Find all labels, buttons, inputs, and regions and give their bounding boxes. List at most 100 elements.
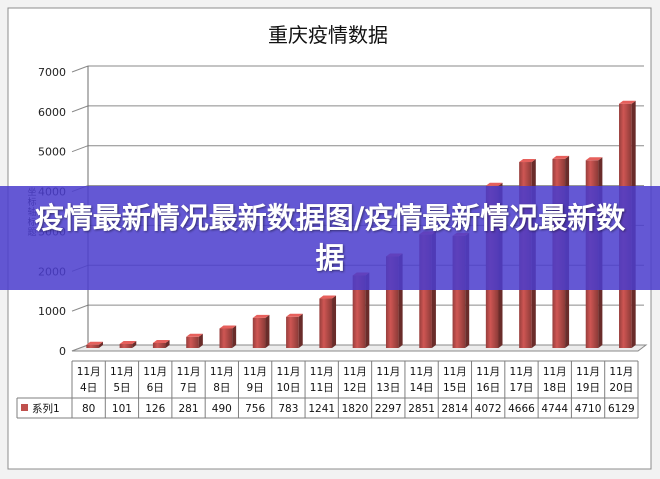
- y-tick-label: 7000: [38, 66, 66, 79]
- data-value-label: 126: [145, 403, 165, 415]
- x-tick-label: 16日: [476, 382, 500, 394]
- data-value-label: 2814: [442, 403, 469, 415]
- bar-top: [552, 155, 570, 159]
- gridline-diag: [71, 304, 89, 312]
- bar: [286, 313, 303, 348]
- x-tick-label: 11月: [410, 366, 434, 378]
- data-value-label: 4710: [575, 403, 602, 415]
- x-tick-label: 5日: [113, 382, 130, 394]
- x-tick-label: 8日: [213, 382, 230, 394]
- x-tick-label: 11月: [510, 366, 534, 378]
- data-value-label: 6129: [608, 403, 635, 415]
- bar: [186, 333, 203, 348]
- bar-side: [365, 272, 370, 348]
- data-value-label: 80: [82, 403, 95, 415]
- data-value-label: 1241: [308, 403, 335, 415]
- bar-top: [86, 341, 103, 345]
- data-value-label: 783: [278, 403, 298, 415]
- x-tick-label: 11月: [77, 366, 101, 378]
- gridline-diag: [71, 105, 89, 113]
- x-tick-label: 7日: [180, 382, 197, 394]
- y-tick-label: 5000: [38, 146, 66, 159]
- x-tick-label: 11月: [609, 366, 633, 378]
- x-tick-label: 11月: [143, 366, 167, 378]
- x-tick-label: 11月: [443, 366, 467, 378]
- bar-front: [152, 342, 166, 348]
- x-tick-label: 17日: [510, 382, 534, 394]
- legend-series-name: 系列1: [32, 402, 60, 415]
- data-value-label: 490: [212, 403, 232, 415]
- x-tick-label: 13日: [376, 382, 400, 394]
- x-tick-label: 11月: [243, 366, 267, 378]
- bar-top: [319, 295, 337, 299]
- bar-front: [186, 336, 199, 348]
- y-tick-label: 0: [59, 345, 66, 358]
- bar: [86, 341, 103, 348]
- bar-top: [186, 333, 203, 337]
- data-value-label: 4744: [541, 403, 568, 415]
- bar: [219, 325, 237, 348]
- x-tick-label: 10日: [276, 382, 300, 394]
- x-tick-label: 15日: [443, 382, 467, 394]
- bar-side: [165, 339, 170, 348]
- gridline-diag: [71, 145, 89, 153]
- y-tick-label: 1000: [38, 305, 66, 318]
- bar-front: [252, 317, 266, 348]
- bar-front: [86, 344, 99, 348]
- x-tick-label: 11月: [310, 366, 334, 378]
- data-value-label: 4072: [475, 403, 502, 415]
- x-tick-label: 11月: [543, 366, 567, 378]
- x-tick-label: 11月: [576, 366, 600, 378]
- gridline-diag: [71, 65, 89, 73]
- x-tick-label: 11月: [376, 366, 400, 378]
- chart-title: 重庆疫情数据: [268, 23, 388, 47]
- bar-side: [298, 313, 303, 348]
- data-value-label: 101: [112, 403, 132, 415]
- data-value-label: 2297: [375, 403, 402, 415]
- data-value-label: 1820: [342, 403, 369, 415]
- x-tick-label: 9日: [247, 382, 264, 394]
- bar-front: [219, 328, 233, 348]
- x-tick-label: 11日: [310, 382, 334, 394]
- bar-top: [519, 159, 536, 163]
- x-tick-label: 14日: [410, 382, 434, 394]
- data-value-label: 281: [179, 403, 199, 415]
- bar-front: [352, 275, 366, 348]
- bar-top: [585, 157, 603, 161]
- bar-front: [319, 298, 333, 348]
- x-tick-label: 11月: [210, 366, 234, 378]
- bar-side: [265, 314, 270, 348]
- bar-side: [132, 340, 137, 348]
- x-tick-label: 19日: [576, 382, 600, 394]
- bar-top: [252, 314, 270, 318]
- data-value-label: 4666: [508, 403, 535, 415]
- bar-side: [198, 333, 203, 348]
- bar-top: [485, 182, 503, 186]
- x-tick-label: 11月: [343, 366, 367, 378]
- data-table: 11月 4日 11月 5日 11月 6日 11月 7日 11月 8日 11月 9日 11月 10日 11月 1…: [16, 360, 639, 419]
- y-tick-label: 6000: [38, 106, 66, 119]
- bar-top: [152, 339, 170, 343]
- bar-side: [98, 341, 103, 348]
- x-tick-label: 11月: [276, 366, 300, 378]
- x-tick-label: 12日: [343, 382, 367, 394]
- bar: [252, 314, 270, 348]
- headline-text: 疫情最新情况最新数据图/疫情最新情况最新数据: [34, 201, 626, 275]
- bar-front: [119, 343, 133, 348]
- x-tick-label: 11月: [476, 366, 500, 378]
- x-tick-label: 6日: [147, 382, 164, 394]
- x-tick-label: 4日: [80, 382, 97, 394]
- bar-side: [232, 325, 237, 348]
- bar-side: [332, 295, 337, 348]
- bar-top: [119, 340, 137, 344]
- legend-swatch: [21, 404, 28, 411]
- x-tick-label: 11月: [110, 366, 134, 378]
- bar-top: [219, 325, 237, 329]
- data-value-label: 2851: [408, 403, 435, 415]
- bar: [119, 340, 137, 348]
- data-value-label: 756: [245, 403, 265, 415]
- bar: [152, 339, 170, 348]
- bar: [319, 295, 337, 348]
- x-tick-label: 20日: [609, 382, 633, 394]
